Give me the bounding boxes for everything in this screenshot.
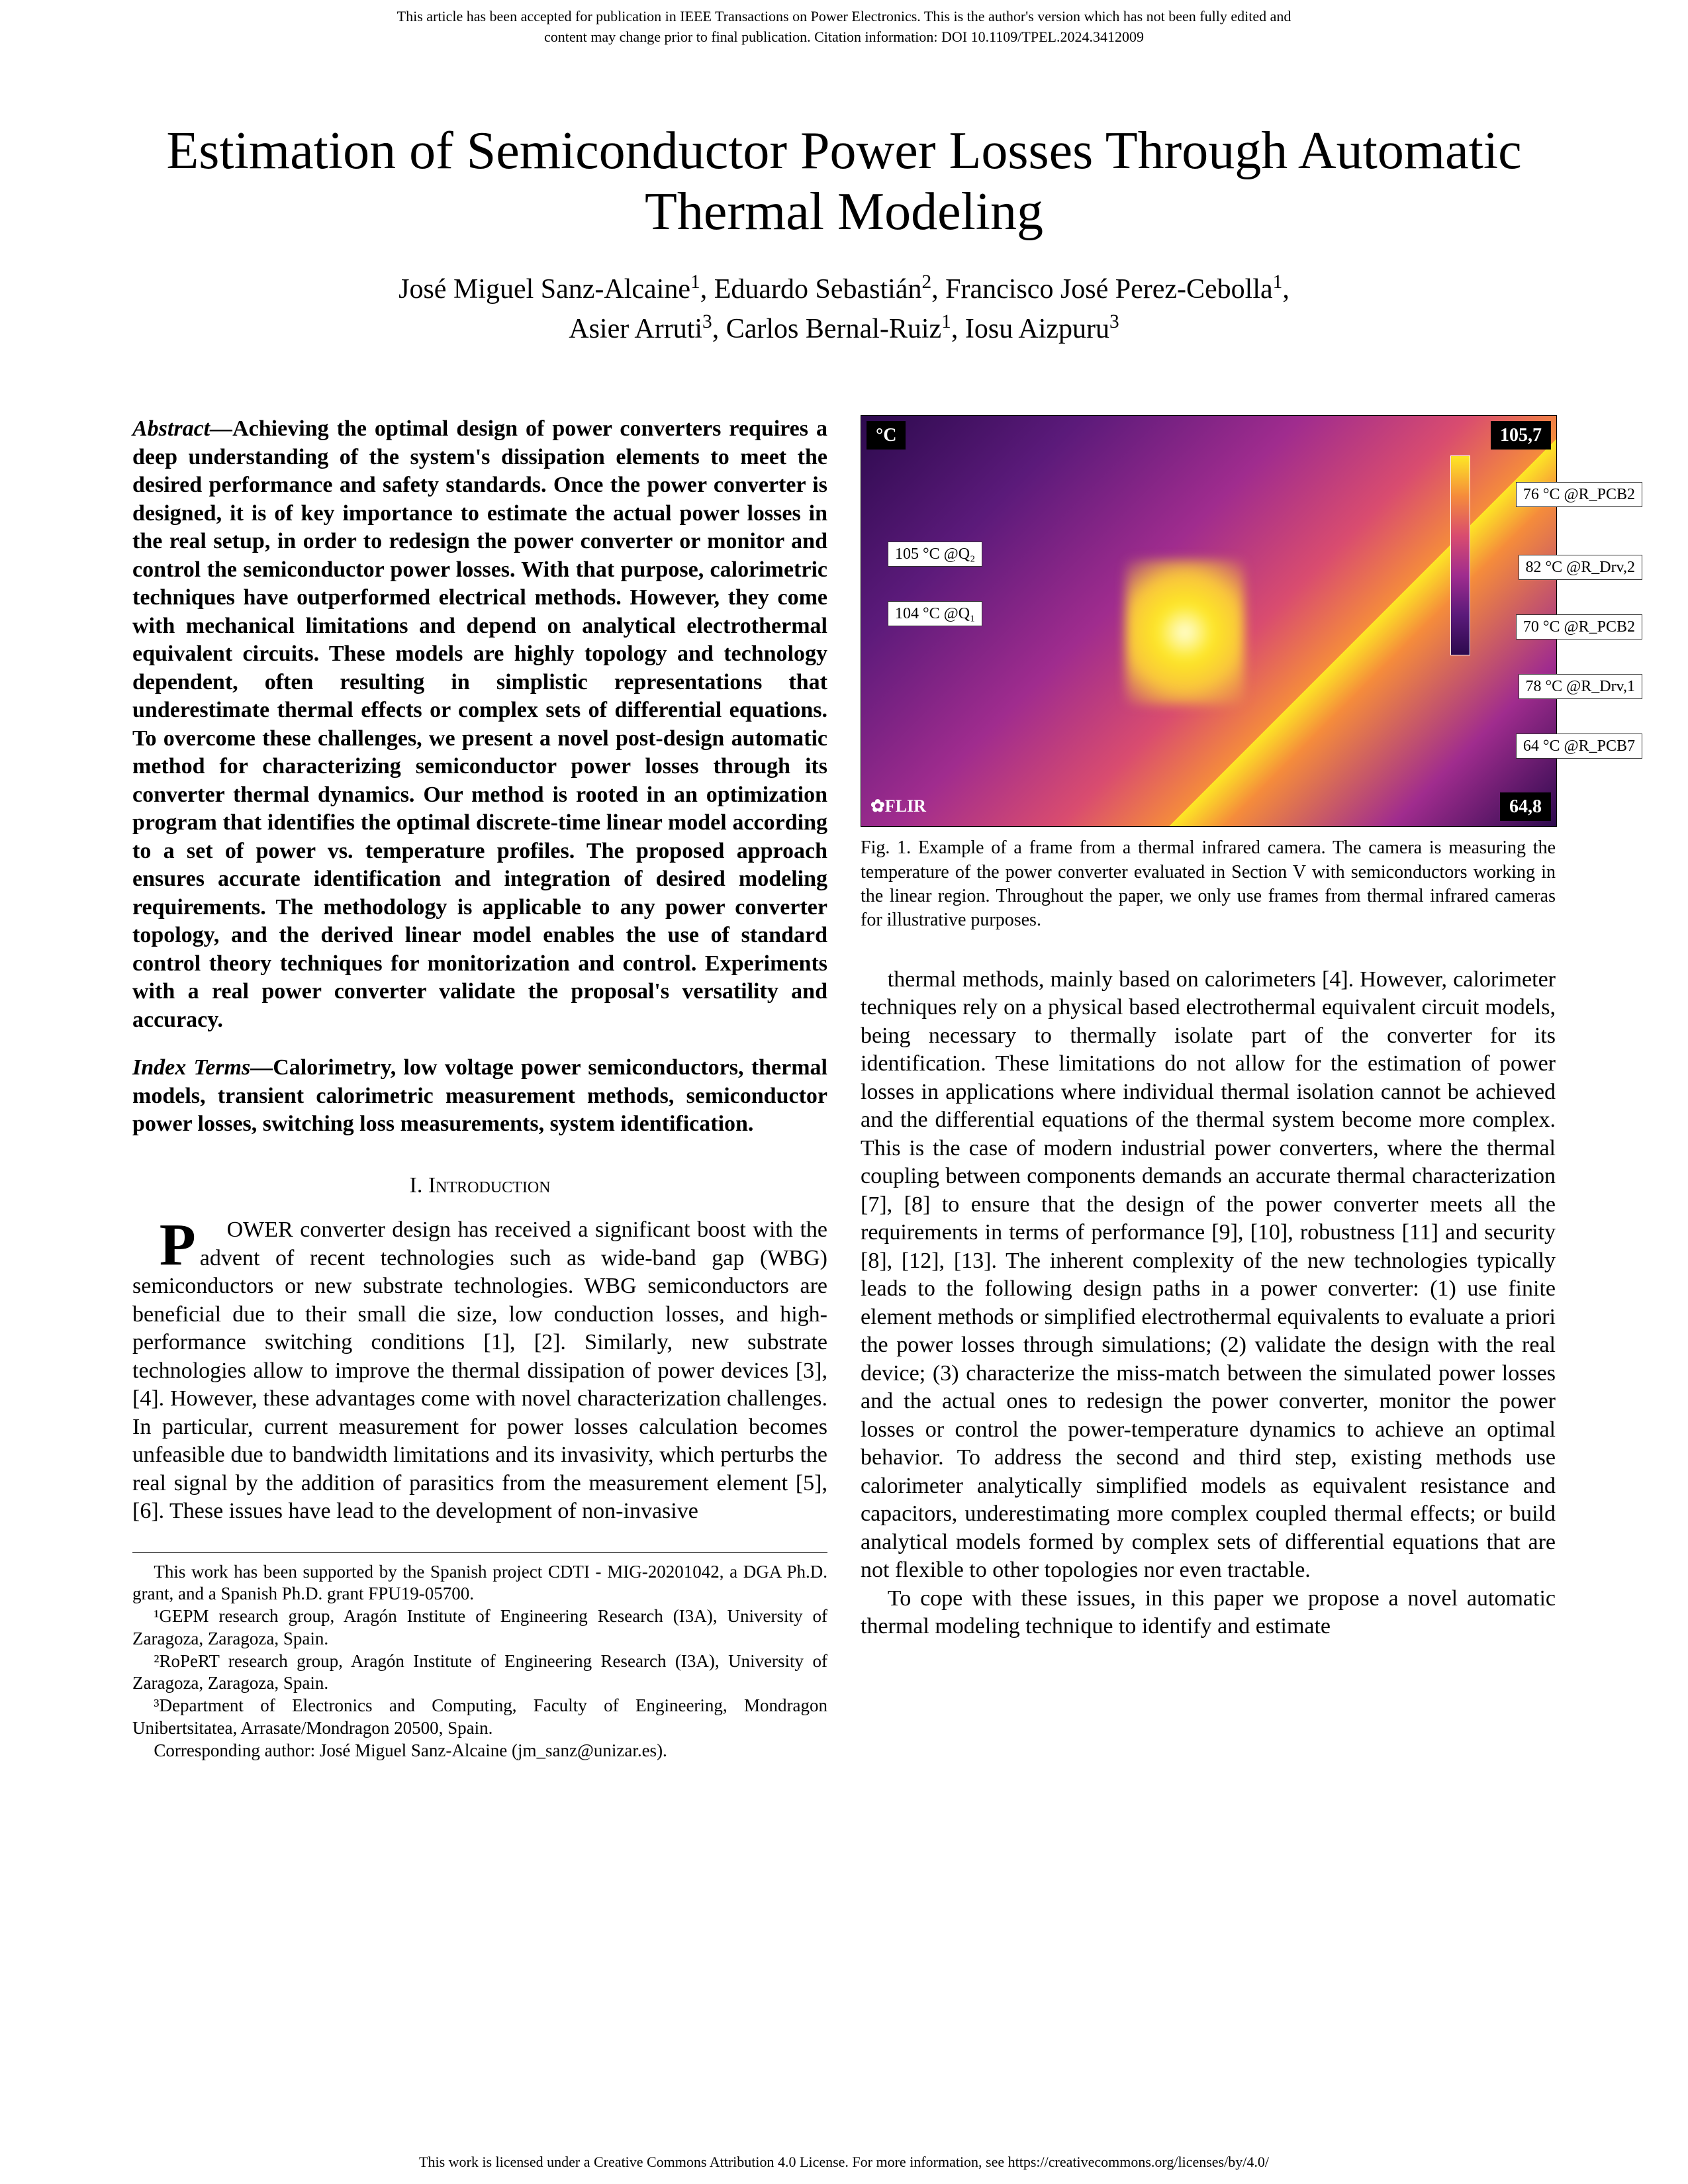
thermal-image: °C 105,7 64,8 ✿FLIR 105 °C @Q₂ 104 °C @Q… <box>861 415 1557 827</box>
abstract-text: Achieving the optimal design of power co… <box>132 416 827 1032</box>
colorbar <box>1450 455 1470 655</box>
flir-logo: ✿FLIR <box>870 796 926 818</box>
footnote-affil-1: ¹GEPM research group, Aragón Institute o… <box>132 1605 827 1650</box>
thermal-left-label-0: 105 °C @Q₂ <box>888 542 982 567</box>
intro-p2: thermal methods, mainly based on calorim… <box>861 966 1556 1585</box>
left-column: Abstract—Achieving the optimal design of… <box>132 415 827 1762</box>
figure-1-caption: Fig. 1. Example of a frame from a therma… <box>861 836 1556 933</box>
footnote-affil-2: ²RoPeRT research group, Aragón Institute… <box>132 1650 827 1695</box>
section-1-heading: I. Introduction <box>132 1172 827 1200</box>
intro-p3: To cope with these issues, in this paper… <box>861 1585 1556 1641</box>
intro-body-right: thermal methods, mainly based on calorim… <box>861 966 1556 1641</box>
notice-line1: This article has been accepted for publi… <box>397 8 1291 24</box>
author-list: José Miguel Sanz-Alcaine1, Eduardo Sebas… <box>132 269 1556 350</box>
notice-line2: content may change prior to final public… <box>544 28 1144 45</box>
right-column: °C 105,7 64,8 ✿FLIR 105 °C @Q₂ 104 °C @Q… <box>861 415 1556 1762</box>
abstract: Abstract—Achieving the optimal design of… <box>132 415 827 1034</box>
abstract-label: Abstract— <box>132 416 232 441</box>
thermal-left-label-1: 104 °C @Q₁ <box>888 601 982 626</box>
thermal-right-label-3: 78 °C @R_Drv,1 <box>1519 674 1642 699</box>
paper-title: Estimation of Semiconductor Power Losses… <box>132 120 1556 242</box>
footnote-funding: This work has been supported by the Span… <box>132 1561 827 1606</box>
index-terms: Index Terms—Calorimetry, low voltage pow… <box>132 1054 827 1139</box>
acceptance-notice: This article has been accepted for publi… <box>0 0 1688 68</box>
footnote-corresponding: Corresponding author: José Miguel Sanz-A… <box>132 1740 827 1762</box>
dropcap: P <box>132 1216 200 1271</box>
footnotes: This work has been supported by the Span… <box>132 1552 827 1762</box>
thermal-max-temp: 105,7 <box>1491 421 1551 450</box>
intro-p1: OWER converter design has received a sig… <box>132 1217 827 1523</box>
thermal-right-label-4: 64 °C @R_PCB7 <box>1516 734 1642 759</box>
thermal-min-temp: 64,8 <box>1500 792 1551 821</box>
license-footer: This work is licensed under a Creative C… <box>0 2154 1688 2171</box>
intro-body: POWER converter design has received a si… <box>132 1216 827 1526</box>
figure-1: °C 105,7 64,8 ✿FLIR 105 °C @Q₂ 104 °C @Q… <box>861 415 1556 933</box>
thermal-hotspot <box>1125 559 1244 705</box>
thermal-right-label-2: 70 °C @R_PCB2 <box>1516 614 1642 640</box>
footnote-affil-3: ³Department of Electronics and Computing… <box>132 1695 827 1740</box>
index-terms-label: Index Terms— <box>132 1055 273 1080</box>
thermal-unit-label: °C <box>867 421 906 450</box>
thermal-right-label-0: 76 °C @R_PCB2 <box>1516 482 1642 507</box>
thermal-right-label-1: 82 °C @R_Drv,2 <box>1519 555 1642 580</box>
